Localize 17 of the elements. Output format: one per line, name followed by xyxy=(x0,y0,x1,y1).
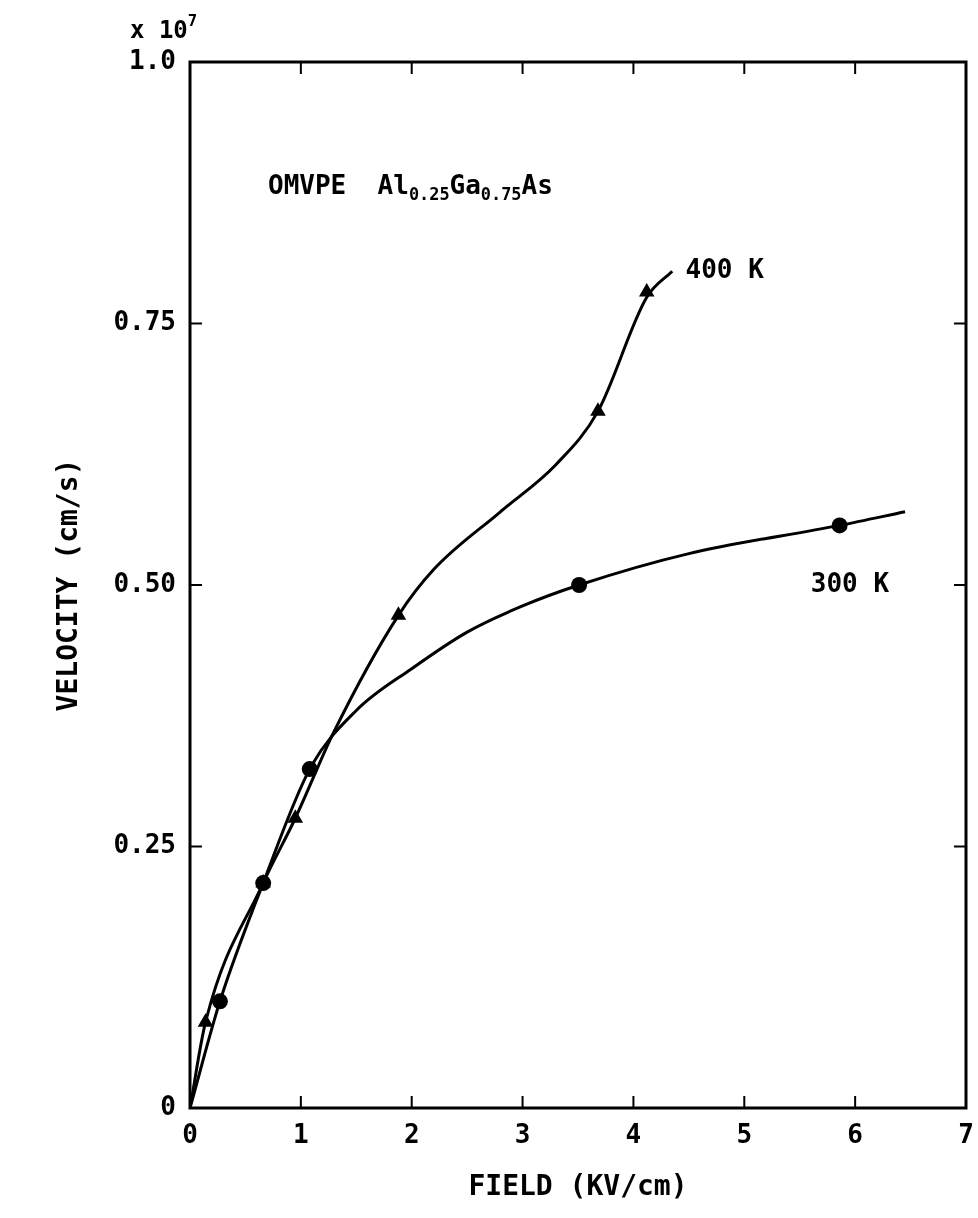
y-tick-label: 0.50 xyxy=(113,567,177,598)
y-tick-label: 0 xyxy=(160,1090,176,1121)
y-tick-label: 0.25 xyxy=(113,829,177,860)
x-tick-label: 1 xyxy=(293,1118,309,1149)
y-tick-label: 1.0 xyxy=(129,44,177,75)
x-tick-label: 6 xyxy=(847,1118,863,1149)
y-tick-label: 0.75 xyxy=(113,306,177,337)
x-tick-label: 7 xyxy=(958,1118,974,1149)
x-tick-label: 2 xyxy=(403,1118,420,1149)
x-tick-label: 3 xyxy=(514,1118,531,1149)
x-tick-label: 0 xyxy=(182,1118,198,1149)
y-axis-title: VELOCITY (cm/s) xyxy=(51,458,85,712)
x-tick-label: 5 xyxy=(736,1118,753,1149)
x-axis-title: FIELD (KV/cm) xyxy=(468,1169,688,1203)
x-tick-label: 4 xyxy=(625,1118,642,1149)
series-label: 400 K xyxy=(685,253,765,284)
series-label: 300 K xyxy=(810,567,890,598)
